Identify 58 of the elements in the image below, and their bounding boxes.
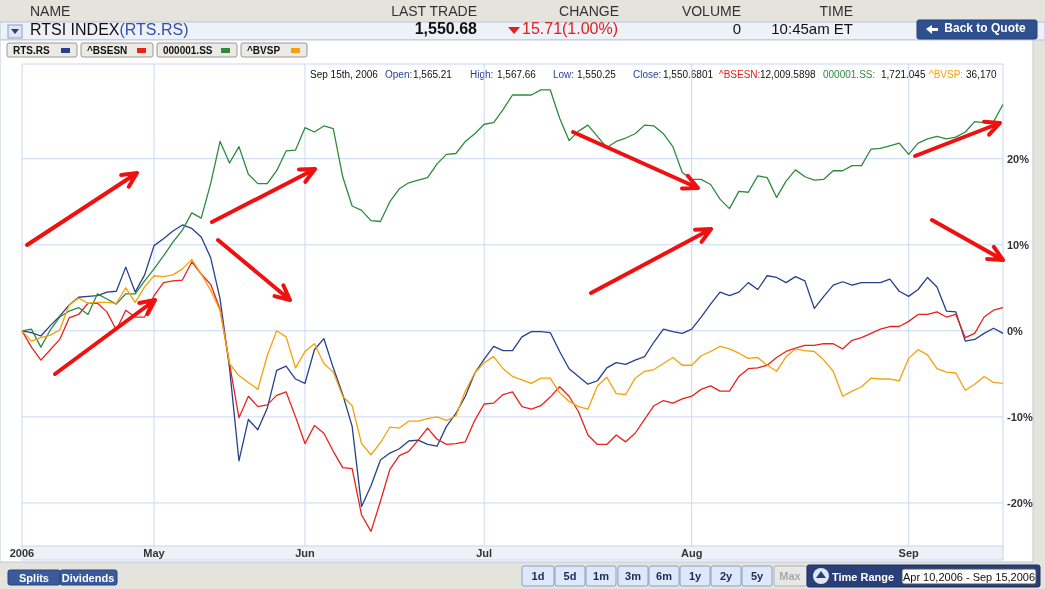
text: 5y (750, 570, 764, 582)
annotation: ^BVSP: (929, 69, 964, 80)
text: Dividends (61, 572, 115, 584)
text: 5d (563, 570, 577, 582)
text: VOLUME (681, 3, 741, 19)
text: 1d (531, 570, 545, 582)
text: 1y (688, 570, 702, 582)
text: LAST TRADE (391, 3, 477, 19)
y-tick-label: 0% (1007, 324, 1024, 337)
legend-label: 000001.SS (163, 45, 213, 56)
text: TIME (819, 3, 853, 19)
x-tick-label: May (143, 547, 166, 559)
text: Max (779, 570, 802, 582)
text: 1,550.68 (414, 20, 478, 37)
text: 1m (593, 570, 610, 582)
legend-label: RTS.RS (13, 45, 50, 56)
annotation: 12,009.5898 (760, 69, 817, 80)
annotation: 000001.SS: (823, 69, 876, 80)
annotation: Close: (633, 69, 662, 80)
annotation: High: (470, 69, 494, 80)
line-series (21, 261, 1004, 533)
text: Back to Quote (944, 21, 1026, 35)
annotation: 1,567.66 (497, 69, 537, 80)
text: 2y (719, 570, 733, 582)
text: NAME (30, 3, 71, 19)
y-tick-label: -20% (1007, 496, 1033, 509)
annotation: 1,721.045 (881, 69, 926, 80)
text: Splits (19, 572, 49, 584)
annotation: Sep 15th, 2006 (310, 69, 379, 80)
text: 0 (732, 20, 741, 37)
annotation: 1,550.6801 (663, 69, 714, 80)
legend-label: ^BSESN (87, 45, 128, 56)
annotation: 1,550.25 (577, 69, 617, 80)
annotation: 36,170 (966, 69, 998, 80)
text: 10:45am ET (771, 20, 853, 37)
text: Apr 10,2006 - Sep 15,2006 (902, 571, 1036, 583)
annotation: Open: (385, 69, 413, 80)
text: 3m (625, 570, 642, 582)
annotation: Low: (553, 69, 575, 80)
x-tick-label: Aug (681, 547, 703, 559)
text: CHANGE (559, 3, 619, 19)
legend-label: ^BVSP (247, 45, 281, 56)
x-tick-label: Jun (295, 547, 316, 559)
text: 15.71(1.00%) (522, 20, 619, 37)
chart-subtitle: (RTS.RS) (119, 21, 189, 38)
annotation: 1,565.21 (413, 69, 453, 80)
line-series (21, 224, 1004, 508)
y-tick-label: 10% (1007, 238, 1030, 251)
y-tick-label: -10% (1007, 410, 1033, 423)
x-tick-label: 2006 (9, 547, 35, 559)
text: 6m (656, 570, 673, 582)
line-series (21, 89, 1004, 348)
y-tick-label: 20% (1007, 152, 1030, 165)
annotation: ^BSESN: (719, 69, 761, 80)
x-tick-label: Sep (898, 547, 920, 559)
x-tick-label: Jul (476, 547, 493, 559)
line-series (21, 258, 1004, 456)
text: Time Range (832, 571, 895, 583)
